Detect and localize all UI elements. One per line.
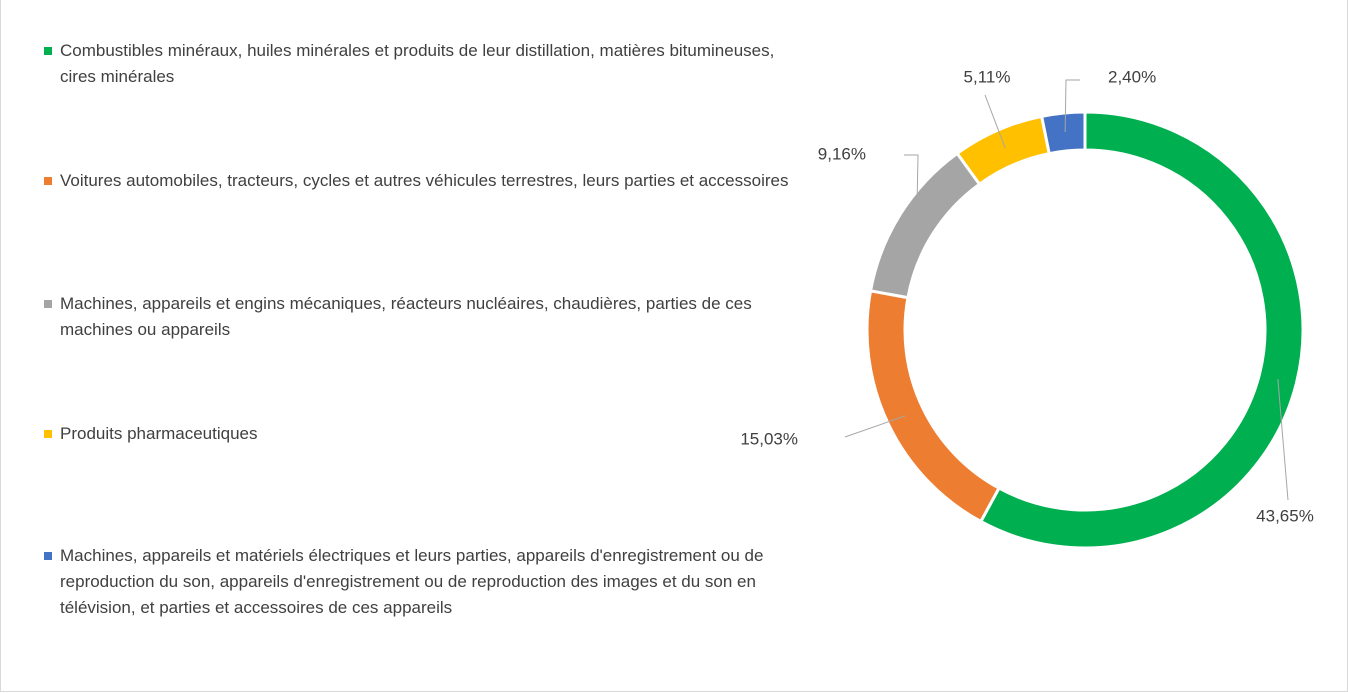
legend-item: Machines, appareils et matériels électri… [44,543,804,621]
legend-label: Voitures automobiles, tracteurs, cycles … [60,171,789,190]
legend-item: Machines, appareils et engins mécaniques… [44,291,804,343]
legend-item: Combustibles minéraux, huiles minérales … [44,38,804,90]
legend-label: Machines, appareils et matériels électri… [60,546,764,617]
legend-marker [44,300,52,308]
legend-label: Produits pharmaceutiques [60,424,258,443]
data-label: 15,03% [740,429,798,448]
donut-segment [978,110,1305,550]
leader-line [904,154,919,224]
legend-item: Voitures automobiles, tracteurs, cycles … [44,168,804,194]
legend-marker [44,177,52,185]
legend-marker [44,47,52,55]
leader-line [1277,379,1289,501]
legend-marker [44,552,52,560]
leader-line [844,415,906,438]
donut-segment [865,289,1002,524]
donut-segment [955,114,1051,187]
data-label: 43,65% [1256,506,1314,525]
data-label: 2,40% [1108,67,1156,86]
donut-segment [868,151,982,300]
donut-segment [1039,110,1087,156]
legend-item: Produits pharmaceutiques [44,421,804,447]
data-label: 5,11% [964,67,1011,86]
leader-line [1064,79,1080,133]
data-label: 9,16% [818,144,866,163]
legend-label: Combustibles minéraux, huiles minérales … [60,41,775,86]
legend-label: Machines, appareils et engins mécaniques… [60,294,752,339]
legend-marker [44,430,52,438]
leader-line [984,94,1006,148]
